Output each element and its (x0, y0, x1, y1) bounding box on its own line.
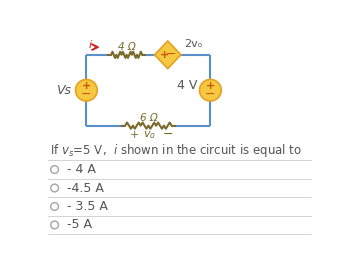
Text: −: − (205, 88, 216, 101)
Text: $i$: $i$ (88, 38, 93, 50)
Text: −: − (162, 128, 173, 141)
Text: −: − (166, 48, 177, 61)
Text: +: + (130, 130, 139, 140)
Text: - 4 A: - 4 A (63, 163, 96, 176)
Text: +: + (160, 50, 169, 60)
Text: -4.5 A: -4.5 A (63, 181, 104, 194)
Text: 4 V: 4 V (177, 79, 197, 92)
Text: 4 Ω: 4 Ω (118, 42, 135, 52)
Text: −: − (81, 88, 92, 101)
Text: -5 A: -5 A (63, 219, 92, 232)
Text: $v_o$: $v_o$ (144, 129, 156, 141)
Polygon shape (155, 41, 181, 69)
Text: 2vₒ: 2vₒ (184, 39, 202, 49)
Text: If $v_s$=5 V,  $i$ shown in the circuit is equal to: If $v_s$=5 V, $i$ shown in the circuit i… (50, 142, 302, 159)
Circle shape (199, 79, 221, 101)
Text: Vs: Vs (56, 84, 71, 97)
Circle shape (76, 79, 97, 101)
Text: 6 Ω: 6 Ω (140, 113, 157, 123)
Text: +: + (82, 81, 91, 91)
Text: - 3.5 A: - 3.5 A (63, 200, 108, 213)
Text: +: + (206, 81, 215, 91)
